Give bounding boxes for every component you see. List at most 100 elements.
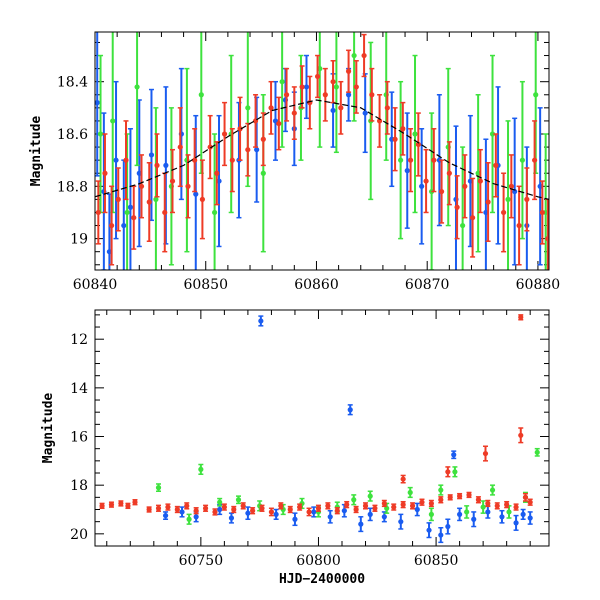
data-point [469, 177, 476, 258]
data-point [426, 522, 432, 539]
data-point [221, 503, 227, 511]
data-point [118, 500, 124, 507]
data-marker [438, 188, 445, 195]
data-point [527, 498, 533, 506]
data-point [259, 504, 265, 512]
data-point [446, 141, 452, 206]
data-marker [186, 516, 192, 522]
data-marker [125, 503, 131, 509]
data-point [311, 506, 317, 518]
data-point [193, 114, 199, 270]
data-point [123, 120, 129, 201]
data-marker [419, 183, 425, 189]
data-marker [315, 505, 322, 511]
data-point [362, 73, 368, 154]
data-point [518, 427, 524, 444]
data-point [138, 154, 145, 219]
data-series-0 [162, 315, 533, 544]
data-point [400, 474, 406, 484]
data-marker [501, 209, 507, 216]
data-point [115, 167, 121, 232]
data-point [419, 498, 425, 506]
data-point [452, 466, 458, 478]
data-marker [367, 493, 373, 499]
top-panel-ticks [94, 32, 549, 270]
y-tick-label: 18.8 [57, 179, 88, 195]
data-marker [327, 514, 333, 520]
x-tick-label: 60750 [179, 553, 224, 569]
data-point [245, 506, 251, 520]
data-marker [482, 450, 489, 457]
data-marker [198, 466, 204, 472]
x-tick-label: 60860 [294, 277, 339, 293]
data-point [351, 32, 357, 122]
data-point [297, 503, 303, 511]
data-point [315, 504, 322, 512]
data-point [344, 500, 350, 509]
data-marker [485, 199, 491, 205]
data-marker [471, 516, 477, 522]
data-marker [464, 509, 470, 515]
data-point [174, 505, 180, 514]
data-marker [217, 499, 223, 505]
data-marker [404, 168, 410, 174]
data-marker [162, 512, 169, 519]
top-panel-data-points [95, 32, 549, 270]
data-series-2 [99, 314, 533, 517]
data-marker [431, 157, 437, 163]
data-marker [518, 314, 524, 320]
data-point [428, 507, 434, 522]
data-marker [235, 497, 242, 503]
data-point [527, 511, 533, 525]
data-marker [124, 209, 130, 216]
data-marker [426, 527, 432, 533]
data-marker [419, 499, 425, 505]
data-point [518, 314, 524, 321]
data-marker [489, 131, 496, 137]
data-point [381, 499, 387, 508]
data-point [185, 154, 191, 219]
data-point [260, 112, 266, 167]
data-point [333, 32, 339, 154]
data-point [146, 506, 152, 513]
y-tick-label: 12 [70, 332, 88, 348]
data-point [493, 133, 499, 198]
data-marker [345, 92, 352, 98]
data-marker [268, 105, 274, 111]
data-point [221, 101, 228, 167]
data-marker [454, 204, 460, 210]
data-point [361, 33, 367, 78]
data-point [268, 507, 275, 517]
data-point [109, 185, 115, 266]
data-marker [132, 499, 138, 505]
data-point [102, 133, 108, 214]
data-point [400, 101, 406, 156]
data-marker [179, 509, 185, 515]
data-marker [297, 504, 303, 510]
data-point [460, 146, 466, 270]
data-marker [146, 506, 152, 513]
data-point [252, 94, 259, 148]
data-point [513, 514, 519, 531]
data-marker [508, 183, 514, 189]
data-marker [109, 222, 115, 229]
data-point [358, 516, 364, 533]
data-marker [127, 204, 134, 210]
y-tick-label: 18.6 [57, 127, 88, 143]
data-marker [513, 504, 519, 510]
data-point [414, 502, 420, 517]
data-marker [231, 506, 237, 513]
data-point [292, 512, 298, 527]
data-point [457, 507, 463, 522]
data-point [162, 172, 168, 253]
data-marker [202, 505, 209, 511]
data-point [273, 508, 279, 520]
data-marker [221, 504, 227, 510]
data-marker [177, 144, 183, 150]
data-marker [169, 178, 176, 184]
data-point [504, 500, 510, 509]
data-point [212, 508, 218, 516]
data-marker [193, 514, 199, 520]
x-tick-label: 60870 [405, 277, 450, 293]
data-point [165, 503, 171, 511]
